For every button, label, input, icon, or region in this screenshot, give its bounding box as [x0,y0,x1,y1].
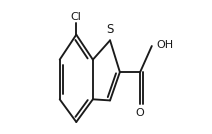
Text: O: O [136,107,145,118]
Text: S: S [106,23,114,36]
Text: OH: OH [156,40,173,50]
Text: Cl: Cl [71,12,82,22]
